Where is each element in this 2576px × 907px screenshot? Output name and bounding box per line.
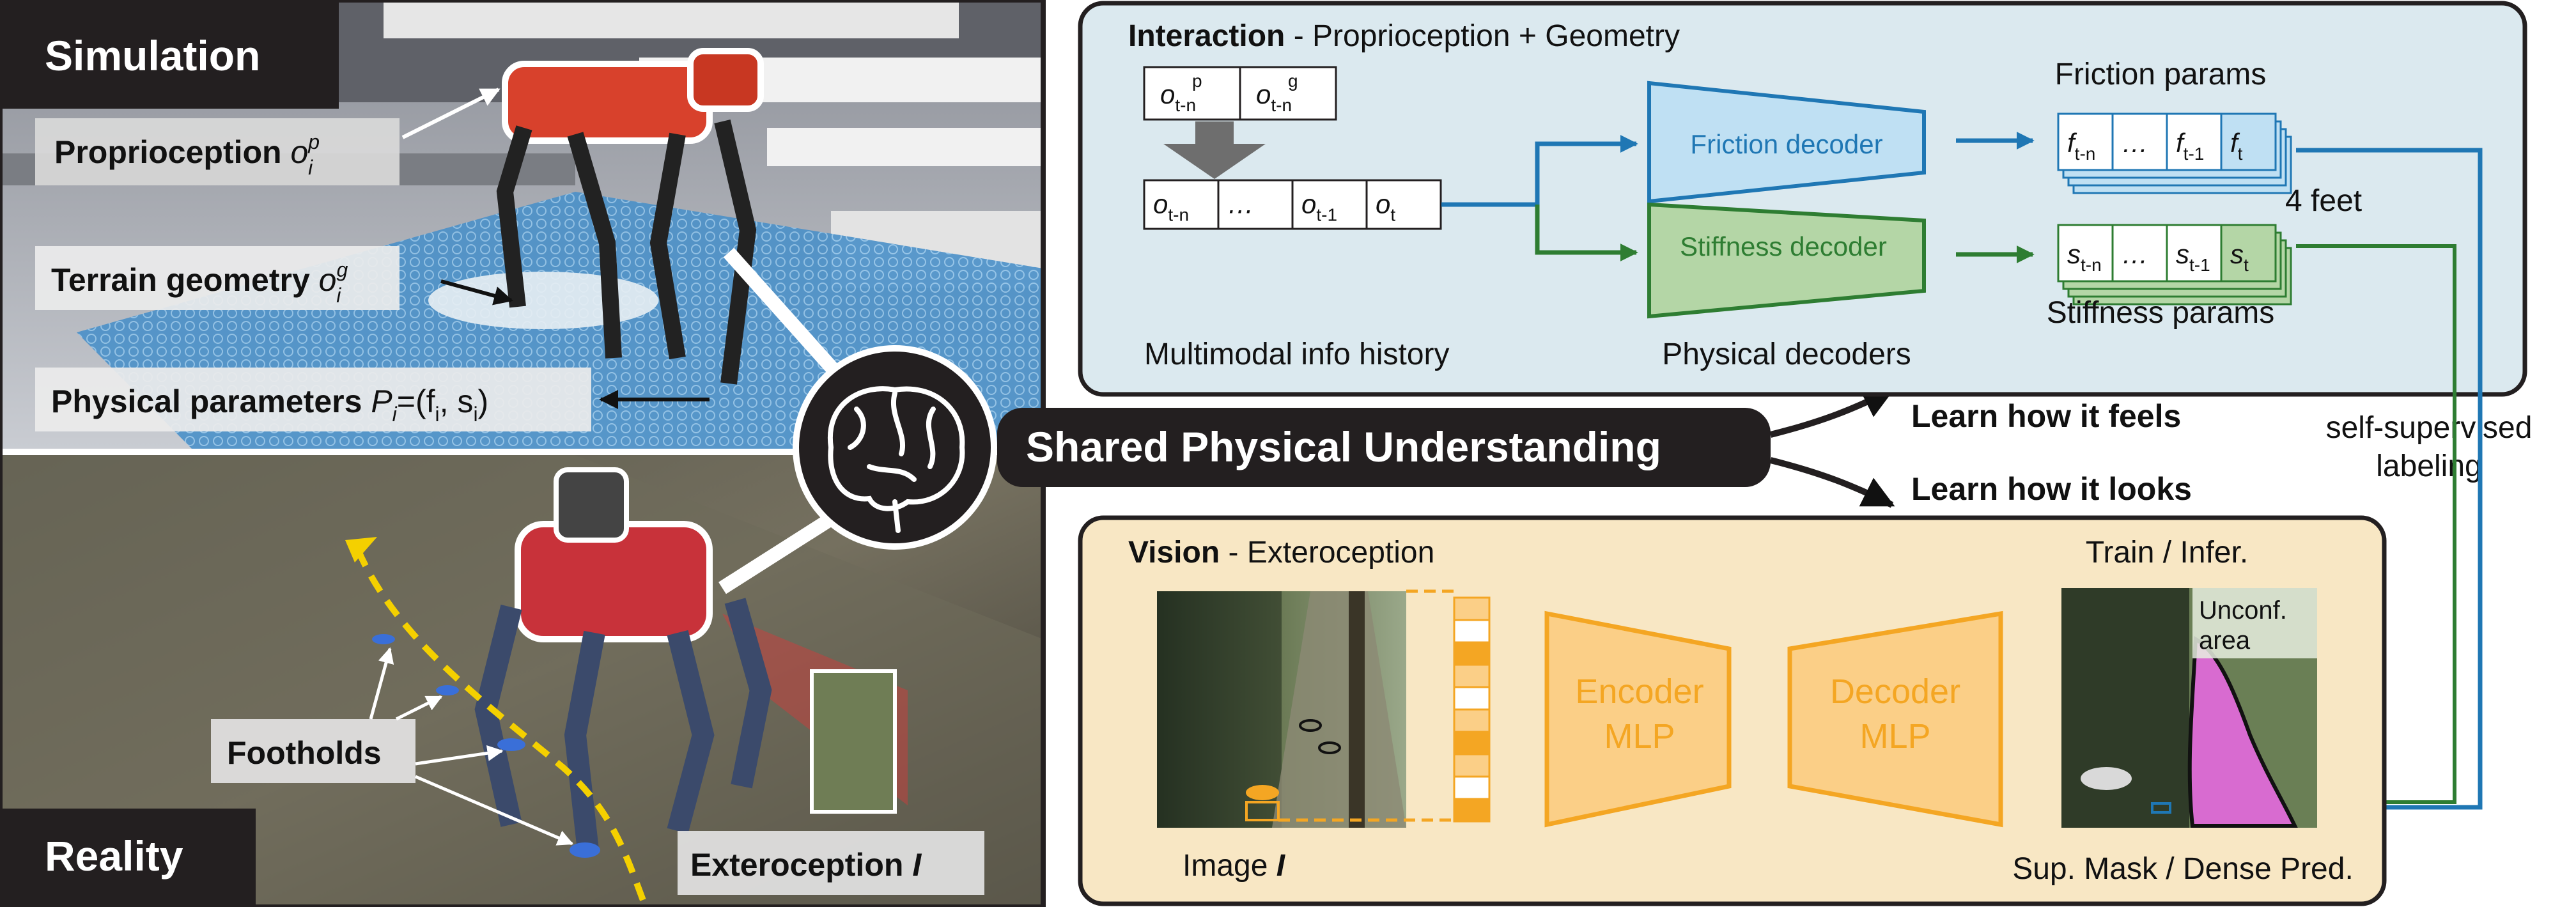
reality-panel: Footholds Exteroception I Reality <box>0 455 1043 907</box>
stiffness-cell-label: … <box>2122 239 2148 269</box>
real-robot-image <box>474 467 772 851</box>
svg-text:ot-np: ot-np <box>1160 71 1202 115</box>
stiffness-decoder <box>1647 202 1926 319</box>
history-label: Multimodal info history <box>1144 337 1450 371</box>
stiffness-cell <box>2220 224 2277 283</box>
history-cell <box>1291 179 1368 230</box>
proprio-arrow <box>401 88 500 139</box>
history-cell <box>1143 179 1220 230</box>
sim-robot-image <box>496 48 764 385</box>
feature-cell <box>1453 708 1491 733</box>
encoder-label-line2: MLP <box>1604 717 1675 756</box>
feature-cell <box>1453 596 1491 621</box>
interaction-title: Interaction - Proprioception + Geometry <box>1128 19 1680 53</box>
stiffness-params-label: Stiffness params <box>2047 296 2275 330</box>
friction-decoder <box>1647 81 1926 204</box>
terrain-geometry-label: Terrain geometry og i <box>51 258 348 307</box>
stiffness-cell <box>2111 224 2168 283</box>
feature-cell <box>1453 686 1491 711</box>
friction-cell <box>2057 112 2114 171</box>
encoder-label-line1: Encoder <box>1575 672 1703 711</box>
friction-decoder-label: Friction decoder <box>1690 129 1882 159</box>
exteroception-label: Exteroception I <box>690 847 922 883</box>
sup-mask-label: Sup. Mask / Dense Pred. <box>2012 852 2354 886</box>
exteroception-thumbnail <box>810 669 897 814</box>
friction-cell <box>2166 112 2223 171</box>
simulation-title: Simulation <box>45 32 260 79</box>
vision-panel: Vision - Exteroception Image I Encoder M… <box>1078 515 2387 906</box>
looks-arrow <box>1769 457 1895 508</box>
brain-icon <box>827 386 965 533</box>
history-to-stiffness-line <box>1535 205 1638 261</box>
svg-text:ot-ng: ot-ng <box>1256 71 1298 115</box>
input-image <box>1157 591 1406 828</box>
stiffness-cell-label: st-n <box>2067 239 2102 275</box>
vision-title: Vision - Exteroception <box>1128 536 1434 570</box>
shared-understanding-label: Shared Physical Understanding <box>1026 423 1661 470</box>
footholds-label: Footholds <box>227 735 382 771</box>
learn-looks-label: Learn how it looks <box>1911 471 2192 507</box>
stiffness-params-bar: st-n … st-1 st <box>2057 224 2277 283</box>
train-infer-label: Train / Infer. <box>2086 536 2248 570</box>
proprioception-label: Proprioception op i <box>54 130 320 179</box>
feature-vector <box>1453 596 1491 823</box>
physical-parameters-label: Physical parameters Pi=(fi, si) <box>51 384 488 426</box>
reality-title: Reality <box>45 832 183 880</box>
brain-circle <box>793 345 997 550</box>
history-to-friction-line <box>1441 135 1638 207</box>
stiffness-cell-label: st-1 <box>2176 239 2210 275</box>
history-cell <box>1217 179 1294 230</box>
history-cell-label: … <box>1227 189 1254 219</box>
trajectory-arrowhead <box>345 537 377 562</box>
learn-feels-label: Learn how it feels <box>1911 398 2181 434</box>
history-cell-label: ot-1 <box>1301 189 1337 225</box>
feature-cell <box>1453 731 1491 756</box>
encoder-mlp <box>1544 610 1732 828</box>
decoders-label: Physical decoders <box>1662 337 1911 371</box>
friction-params-bar: ft-n… ft-1 ft <box>2057 112 2277 171</box>
history-cell-label: ot-n <box>1153 189 1189 225</box>
trajectory-path <box>355 548 649 907</box>
decoder-label-line1: Decoder <box>1830 672 1960 711</box>
history-bar: ot-n … ot-1 ot <box>1143 179 1442 230</box>
unconf-label-line1: Unconf. <box>2199 596 2287 624</box>
feels-arrow <box>1769 387 1895 438</box>
shared-understanding: Shared Physical Understanding Learn how … <box>718 247 2533 594</box>
terrain-arrow <box>440 279 513 306</box>
feature-cell <box>1453 753 1491 778</box>
stiffness-cell <box>2166 224 2223 283</box>
stiffness-cell-label: st <box>2230 239 2249 275</box>
feature-cell <box>1453 775 1491 800</box>
history-cell <box>1365 179 1442 230</box>
decoder-label-line2: MLP <box>1859 717 1930 756</box>
history-cell-label: ot <box>1376 189 1395 225</box>
current-obs-boxes: ot-np ot-ng <box>1143 66 1337 121</box>
interaction-panel: Interaction - Proprioception + Geometry … <box>1078 1 2527 397</box>
four-feet-label: 4 feet <box>2285 184 2362 218</box>
friction-params-label: Friction params <box>2055 58 2267 91</box>
shared-understanding-banner <box>997 408 1771 487</box>
feature-cell <box>1453 663 1491 688</box>
feature-cell <box>1453 798 1491 823</box>
friction-cell-label: … <box>2122 128 2148 158</box>
feature-cell <box>1453 619 1491 644</box>
labeling-label: labeling <box>2376 449 2481 483</box>
feature-cell <box>1453 641 1491 666</box>
image-label: Image I <box>1183 849 1286 883</box>
friction-cell <box>2111 112 2168 171</box>
friction-cell <box>2220 112 2277 171</box>
simulation-panel: Simulation Proprioception op i Terrain ge… <box>0 0 1043 449</box>
stiffness-decoder-label: Stiffness decoder <box>1680 231 1887 261</box>
merge-arrow <box>1163 121 1266 179</box>
self-supervised-label: self-supervised <box>2326 411 2533 445</box>
prediction-image <box>2061 588 2317 828</box>
unconf-label-line2: area <box>2199 626 2251 655</box>
decoder-mlp <box>1787 610 2003 828</box>
